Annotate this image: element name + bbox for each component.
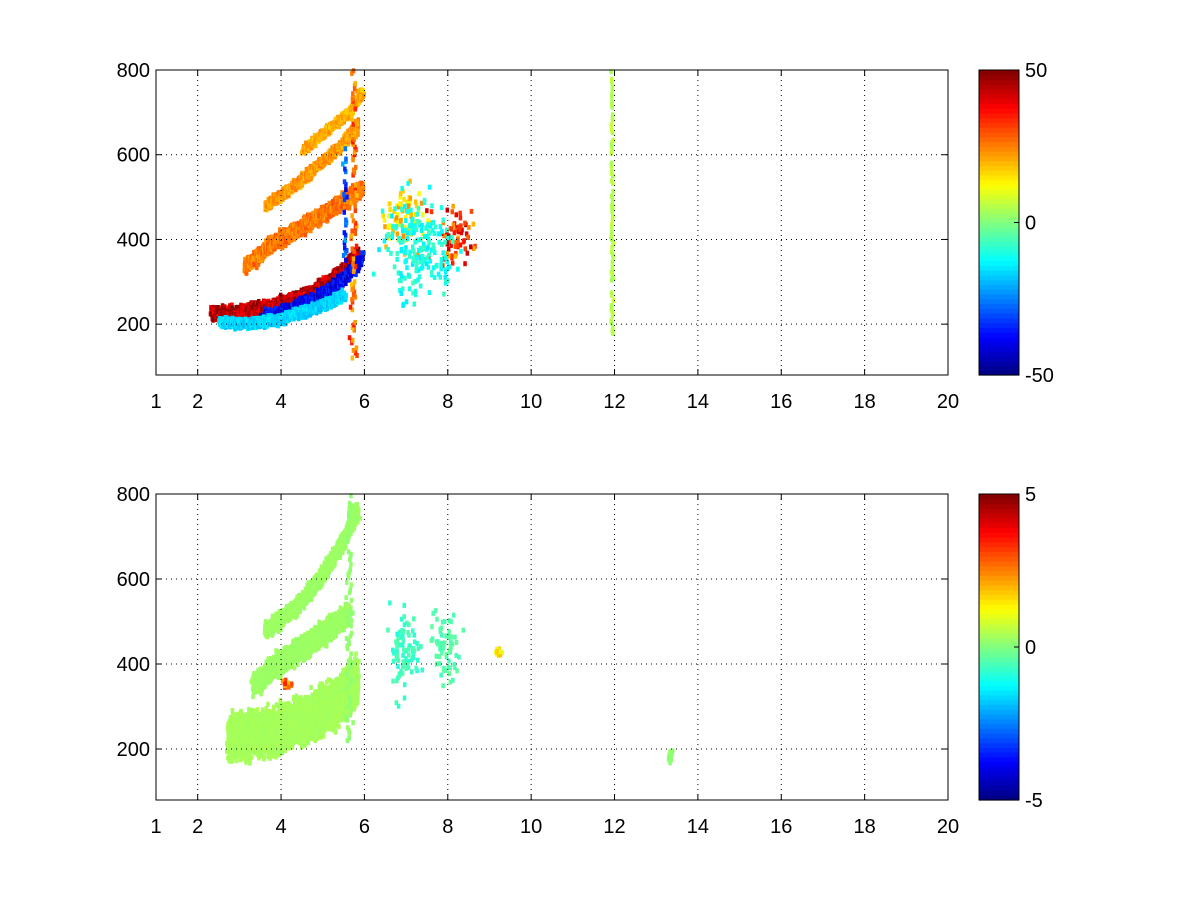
heatmap-cell: [300, 295, 305, 301]
heatmap-cell: [291, 310, 295, 316]
heatmap-cell: [220, 303, 225, 309]
heatmap-cell: [347, 264, 351, 270]
heatmap-cell: [360, 253, 364, 259]
heatmap-cell: [345, 274, 350, 280]
heatmap-cell: [214, 312, 218, 318]
heatmap-cell: [258, 320, 263, 326]
heatmap-cell: [230, 302, 234, 308]
heatmap-cell: [291, 296, 295, 302]
heatmap-cell: [291, 306, 295, 312]
heatmap-cell: [242, 323, 246, 329]
heatmap-cell: [285, 297, 290, 303]
heatmap-cell: [339, 267, 343, 273]
heatmap-cell: [309, 307, 313, 313]
heatmap-cell: [214, 308, 218, 314]
heatmap-cell: [254, 325, 258, 331]
heatmap-cell: [344, 281, 348, 287]
heatmap-cell: [225, 317, 229, 323]
heatmap-cell: [310, 297, 315, 303]
heatmap-cell: [216, 309, 220, 315]
heatmap-cell: [344, 294, 348, 300]
heatmap-cell: [229, 307, 233, 313]
heatmap-cells: [208, 68, 616, 361]
heatmap-cell: [260, 304, 264, 310]
heatmap-cell: [251, 315, 255, 321]
heatmap-cell: [257, 324, 261, 330]
heatmap-cell: [294, 290, 299, 296]
heatmap-cell: [358, 259, 362, 265]
heatmap-cell: [273, 305, 277, 311]
heatmap-cell: [355, 248, 360, 254]
heatmap-cell: [250, 300, 254, 306]
heatmap-cell: [356, 268, 361, 274]
heatmap-cell: [243, 319, 247, 325]
heatmap-cell: [263, 319, 268, 325]
heatmap-cell: [359, 262, 364, 268]
heatmap-cell: [362, 250, 366, 256]
heatmap-feature-curve: [217, 287, 348, 332]
heatmap-cell: [255, 317, 260, 322]
heatmap-cell: [360, 250, 364, 256]
heatmap-cell: [312, 290, 316, 296]
heatmap-cell: [312, 287, 317, 293]
heatmap-cell: [317, 277, 322, 283]
heatmap-cell: [264, 310, 269, 315]
heatmap-cell: [293, 312, 298, 318]
heatmap-cell: [329, 290, 333, 296]
heatmap-cell: [318, 296, 322, 302]
heatmap-cell: [302, 314, 306, 320]
heatmap-cell: [293, 315, 297, 321]
heatmap-cell: [306, 307, 310, 313]
heatmap-cell: [358, 255, 362, 261]
heatmap-cell: [328, 273, 332, 279]
heatmap-cell: [298, 295, 302, 301]
heatmap-cell: [308, 312, 312, 318]
heatmap-cell: [316, 287, 320, 293]
heatmap-cell: [347, 253, 351, 259]
heatmap-cell: [296, 310, 301, 316]
heatmap-cell: [252, 303, 256, 309]
heatmap-cell: [280, 312, 285, 318]
heatmap-cell: [354, 272, 358, 278]
heatmap-cell: [209, 306, 213, 312]
heatmap-cell: [309, 291, 313, 297]
heatmap-cell: [212, 316, 216, 322]
heatmap-cell: [223, 304, 227, 310]
heatmap-cell: [239, 302, 243, 308]
heatmap-cell: [308, 294, 313, 300]
heatmap-cell: [298, 314, 302, 320]
heatmap-cell: [212, 306, 216, 312]
heatmap-cell: [354, 251, 358, 257]
heatmap-cell: [343, 277, 348, 283]
heatmap-cell: [266, 313, 270, 318]
heatmap-cell: [263, 306, 267, 312]
heatmap-cell: [271, 303, 275, 309]
heatmap-cell: [303, 286, 307, 292]
heatmap-cell: [256, 301, 260, 307]
heatmap-cell: [265, 323, 269, 329]
heatmap-cell: [228, 303, 232, 309]
heatmap-cell: [222, 307, 226, 313]
heatmap-cell: [285, 310, 289, 316]
heatmap-cell: [303, 303, 308, 309]
heatmap-cell: [350, 265, 355, 271]
heatmap-cell: [335, 273, 340, 279]
